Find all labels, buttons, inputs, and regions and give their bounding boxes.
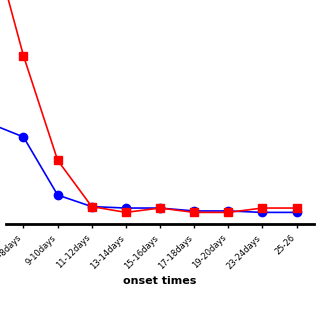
X-axis label: onset times: onset times: [123, 276, 197, 286]
